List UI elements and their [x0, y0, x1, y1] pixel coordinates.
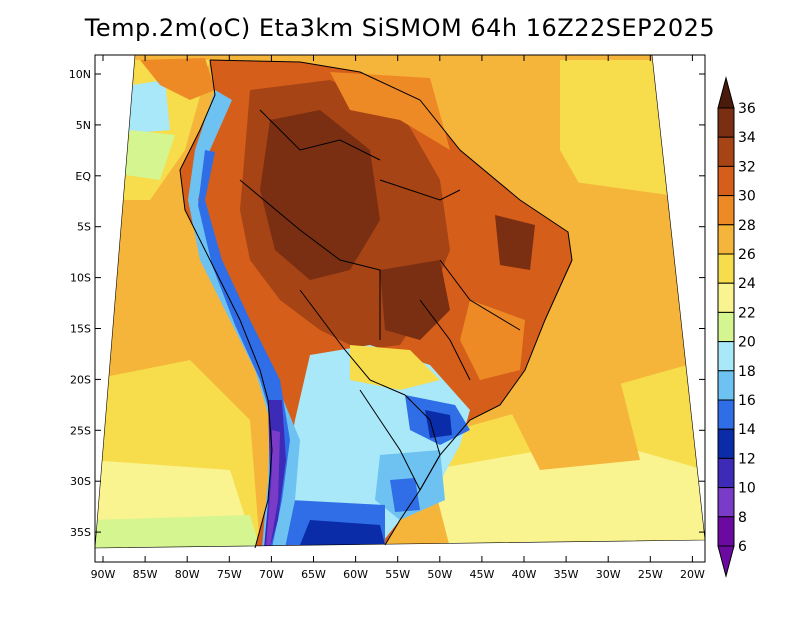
chaco-warm-edge: [350, 345, 440, 390]
lat-tick-label: 30S: [70, 475, 91, 488]
colorbar-label: 22: [738, 305, 756, 321]
atlantic-cool-band: [430, 440, 705, 548]
lat-tick-label: 25S: [70, 424, 91, 437]
lon-tick-label: 40W: [512, 568, 537, 581]
andes-peak-cold: [266, 430, 280, 548]
lat-tick-label: 20S: [70, 373, 91, 386]
colorbar: 36 34 32 30 28 26 24 22 20 18 16 14 12 10 8 6: [717, 76, 756, 578]
colorbar-segment: [717, 487, 735, 518]
pacific-cool-patch-2: [125, 130, 175, 180]
colorbar-label: 6: [738, 539, 747, 555]
colorbar-label: 10: [738, 481, 756, 497]
colorbar-label: 32: [738, 159, 756, 175]
northeast-hot-core: [495, 215, 535, 270]
lat-tick-label: EQ: [75, 170, 91, 183]
lon-tick-label: 80W: [175, 568, 200, 581]
colorbar-label: 28: [738, 218, 756, 234]
lon-tick-label: 75W: [217, 568, 242, 581]
country-borders: [179, 59, 573, 549]
serra-cold-core: [425, 410, 452, 438]
temperature-field: [95, 55, 705, 548]
lon-tick-label: 70W: [259, 568, 284, 581]
border-guiana: [379, 179, 461, 201]
colorbar-label: 12: [738, 451, 756, 467]
patagonia-coldest: [300, 520, 385, 545]
lon-tick-label: 50W: [427, 568, 452, 581]
colorbar-segment: [717, 107, 735, 138]
pacific-coastline: [179, 59, 273, 549]
colorbar-segment: [717, 253, 735, 284]
colorbar-top-arrow: [717, 76, 735, 109]
lat-tick-label: 10N: [69, 68, 91, 81]
lon-tick-label: 45W: [469, 568, 494, 581]
colorbar-label: 30: [738, 189, 756, 205]
amazon-hot-core: [260, 110, 380, 280]
lon-tick-label: 30W: [596, 568, 621, 581]
border-venezuela: [259, 109, 381, 161]
pacific-cool-patch: [100, 80, 170, 135]
colorbar-segment: [717, 399, 735, 430]
border-brazil-states-1: [439, 259, 521, 331]
border-bolivia-paraguay: [299, 289, 406, 396]
colorbar-segment: [717, 165, 735, 197]
atlantic-mid-band: [560, 180, 705, 320]
border-brazil-states-2: [419, 299, 471, 381]
colorbar-segment: [717, 282, 735, 313]
lon-tick-label: 90W: [91, 568, 116, 581]
lon-tick-label: 20W: [680, 568, 705, 581]
colorbar-label: 18: [738, 364, 756, 380]
central-america: [140, 58, 215, 100]
colorbar-label: 8: [738, 510, 747, 526]
lon-tick-label: 85W: [133, 568, 158, 581]
lat-tick-label: 35S: [70, 526, 91, 539]
atlantic-warm-patch: [500, 380, 640, 470]
colorbar-label: 14: [738, 422, 756, 438]
colorbar-bottom-arrow: [717, 545, 735, 578]
colorbar-segment: [717, 195, 735, 226]
lat-tick-label: 15S: [70, 323, 91, 336]
pacific-far-south: [95, 515, 260, 548]
colorbar-segment: [717, 516, 735, 547]
colorbar-label: 24: [738, 276, 756, 292]
colorbar-label: 20: [738, 335, 756, 351]
central-hot-patch: [380, 260, 450, 340]
colorbar-label: 34: [738, 130, 756, 146]
colorbar-label: 16: [738, 393, 756, 409]
colorbar-segment: [717, 370, 735, 401]
longitude-axis: 90W 85W 80W 75W 70W 65W 60W 55W 50W 45W 40W 35W 30W 2…: [91, 55, 705, 581]
lat-tick-label: 5N: [76, 119, 91, 132]
chart-title: Temp.2m(oC) Eta3km SiSMOM 64h 16Z22SEP20…: [84, 14, 716, 42]
lon-tick-label: 25W: [638, 568, 663, 581]
southeast-brazil-warm: [460, 300, 525, 380]
colorbar-label: 36: [738, 101, 756, 117]
colorbar-segment: [717, 224, 735, 255]
colorbar-segment: [717, 428, 735, 459]
lon-tick-label: 65W: [301, 568, 326, 581]
guiana-region: [330, 72, 450, 150]
colorbar-segment: [717, 457, 735, 489]
colorbar-segment: [717, 311, 735, 343]
border-argentina: [359, 389, 421, 491]
latitude-axis: 10N 5N EQ 5S 10S 15S 20S 25S 30S 35S: [69, 68, 705, 539]
lon-tick-label: 35W: [554, 568, 579, 581]
plot-frame: [94, 54, 706, 563]
colorbar-segment: [717, 136, 735, 167]
border-brazil-uruguay: [404, 394, 441, 491]
lat-tick-label: 5S: [77, 221, 91, 234]
border-peru-bolivia: [239, 179, 381, 340]
colorbar-segment: [717, 341, 735, 372]
colorbar-label: 26: [738, 247, 756, 263]
uruguay-cold: [390, 478, 420, 512]
lat-tick-label: 10S: [70, 272, 91, 285]
lon-tick-label: 60W: [343, 568, 368, 581]
lon-tick-label: 55W: [385, 568, 410, 581]
